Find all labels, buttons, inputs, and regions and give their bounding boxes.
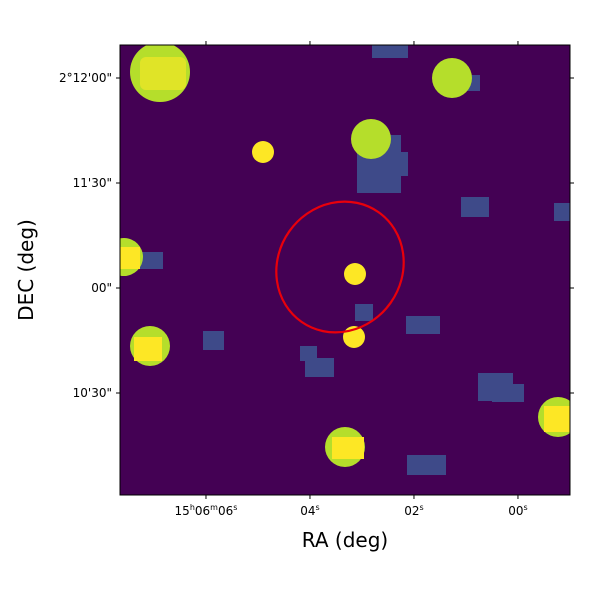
y-tick-label: 00" [91,281,112,295]
region-ellipse [275,200,405,334]
x-axis-label: RA (deg) [302,528,388,552]
y-tick-label: 11'30" [73,176,112,190]
x-tick-label: 00s [508,503,527,518]
x-tick-label: 04s [300,503,319,518]
y-tick-label: 2°12'00" [59,71,112,85]
y-axis-label: DEC (deg) [14,219,38,321]
image [120,45,570,495]
x-tick-label: 15h06m06s [175,503,238,518]
x-tick-label: 02s [404,503,423,518]
y-tick-label: 10'30" [73,386,112,400]
axes-frame [119,44,571,496]
